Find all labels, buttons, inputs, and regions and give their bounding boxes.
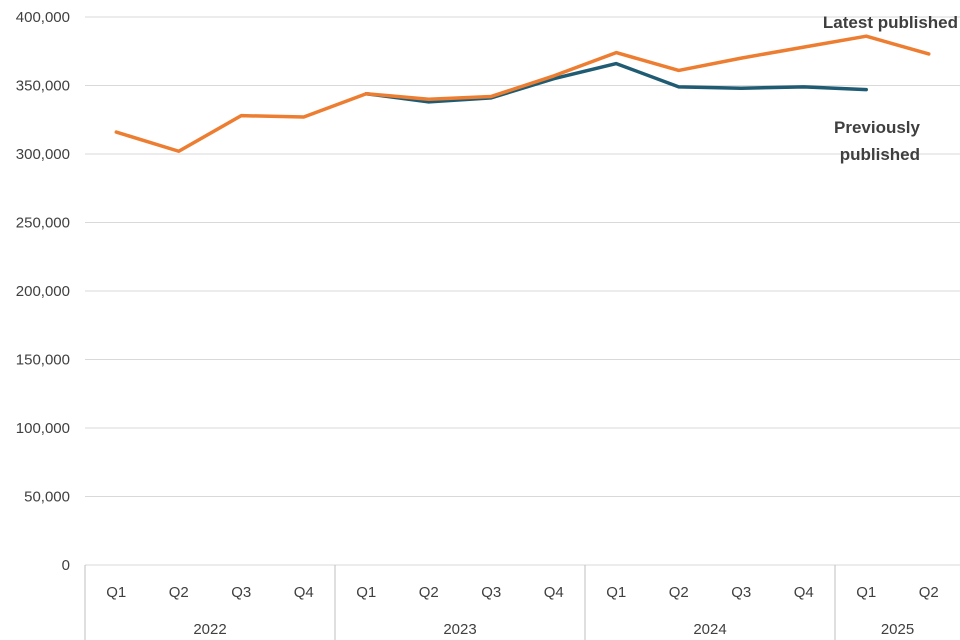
y-axis-tick-label: 0 [62, 557, 70, 574]
x-axis-year-label: 2022 [193, 621, 226, 638]
x-axis-quarter-label: Q3 [731, 584, 751, 601]
y-axis-tick-label: 200,000 [16, 283, 70, 300]
x-axis-quarter-label: Q4 [544, 584, 564, 601]
x-axis-quarter-label: Q4 [294, 584, 314, 601]
y-axis-tick-label: 50,000 [24, 489, 70, 506]
x-axis-quarter-label: Q1 [606, 584, 626, 601]
x-axis-quarter-label: Q1 [106, 584, 126, 601]
x-axis-year-label: 2023 [443, 621, 476, 638]
y-axis-tick-label: 250,000 [16, 215, 70, 232]
y-axis-tick-label: 100,000 [16, 420, 70, 437]
x-axis-quarter-label: Q4 [794, 584, 814, 601]
x-axis-quarter-label: Q2 [419, 584, 439, 601]
y-axis-tick-label: 400,000 [16, 9, 70, 26]
x-axis-year-label: 2025 [881, 621, 914, 638]
y-axis-tick-label: 150,000 [16, 352, 70, 369]
x-axis-quarter-label: Q1 [856, 584, 876, 601]
series-line-previous [364, 61, 868, 104]
series-label-latest-published: Latest published [822, 13, 958, 32]
x-axis-quarter-label: Q3 [231, 584, 251, 601]
series-line-latest [114, 34, 931, 154]
x-axis-quarter-label: Q2 [669, 584, 689, 601]
y-axis-tick-label: 350,000 [16, 78, 70, 95]
x-axis-quarter-label: Q1 [356, 584, 376, 601]
x-axis-quarter-label: Q2 [919, 584, 939, 601]
x-axis-quarter-label: Q3 [481, 584, 501, 601]
x-axis-year-label: 2024 [693, 621, 726, 638]
y-axis-tick-label: 300,000 [16, 146, 70, 163]
series-label-previously-published: Previously published [834, 118, 920, 165]
x-axis-quarter-label: Q2 [169, 584, 189, 601]
